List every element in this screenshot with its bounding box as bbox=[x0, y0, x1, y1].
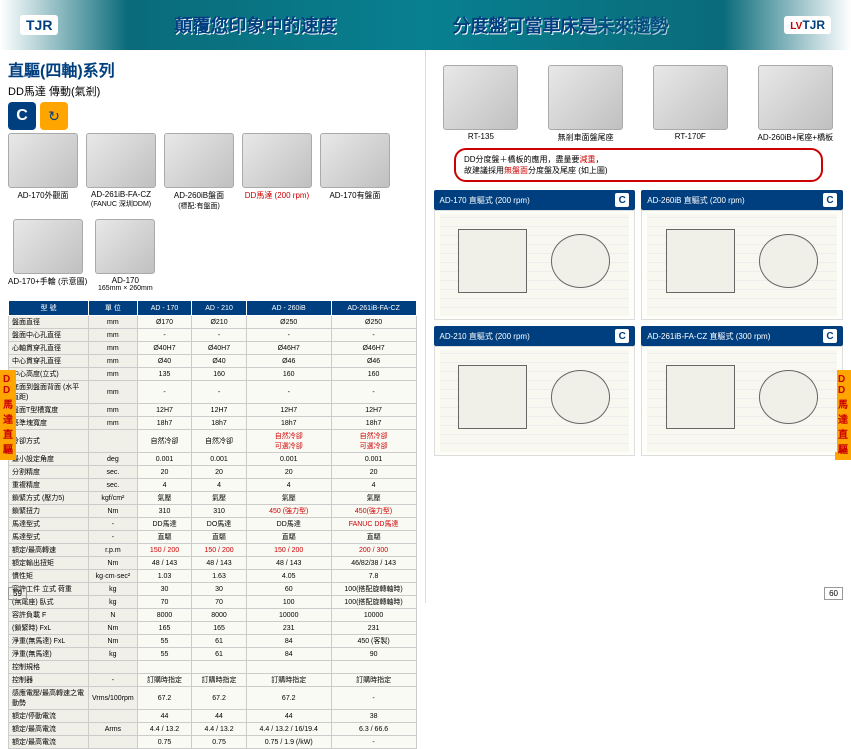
header: TJR 顛覆您印象中的速度 分度盤可當車床是未來趨勢 LVTJR bbox=[0, 0, 851, 50]
product-item: AD-170外觀面 bbox=[8, 133, 78, 211]
icons-row: C ↻ bbox=[8, 102, 417, 130]
rt-products: RT-135 無剎車面盤尾座 RT-170F AD-260iB+尾座+橋板 bbox=[434, 65, 844, 143]
left-page: DD馬達直驅 直驅(四軸)系列 DD馬達 傳動(氣剎) C ↻ AD-170外觀… bbox=[0, 50, 426, 603]
right-page: DD馬達直驅 RT-135 無剎車面盤尾座 RT-170F AD-260iB+尾座+橋… bbox=[426, 50, 851, 603]
header-title-right: 分度盤可當車床是未來趨勢 bbox=[452, 12, 668, 38]
diagram-section: AD-170 直驅式 (200 rpm)CAD-260iB 直驅式 (200 r… bbox=[434, 190, 844, 456]
rt-product: AD-260iB+尾座+橋板 bbox=[758, 65, 834, 143]
diagram-block: AD-210 直驅式 (200 rpm)C bbox=[434, 326, 636, 456]
side-tab-right: DD馬達直驅 bbox=[835, 370, 851, 460]
series-title: 直驅(四軸)系列 bbox=[8, 57, 417, 81]
logo-right: LVTJR bbox=[784, 16, 831, 34]
product-item: AD-170+手輪 (示意圖) bbox=[8, 219, 87, 292]
rt-product: RT-135 bbox=[443, 65, 518, 143]
page-number-left: 59 bbox=[8, 587, 27, 600]
rt-product: RT-170F bbox=[653, 65, 728, 143]
product-item: AD-170有盤面 bbox=[320, 133, 390, 211]
warning-box: DD分度盤＋橋板的應用，盡量要減重，故建議採用無盤面分度盤及尾座 (如上圖) bbox=[454, 148, 823, 182]
logo-left: TJR bbox=[20, 15, 58, 35]
page-number-right: 60 bbox=[824, 587, 843, 600]
product-item: DD馬達 (200 rpm) bbox=[242, 133, 312, 211]
side-tab-left: DD馬達直驅 bbox=[0, 370, 16, 460]
c-icon: C bbox=[8, 102, 36, 130]
series-subtitle: DD馬達 傳動(氣剎) bbox=[8, 83, 417, 99]
product-item: AD-261iB-FA-CZ(FANUC 深圳DDM) bbox=[86, 133, 156, 211]
header-title-left: 顛覆您印象中的速度 bbox=[174, 12, 336, 38]
diagram-block: AD-261iB-FA-CZ 直驅式 (300 rpm)C bbox=[641, 326, 843, 456]
products-grid: AD-170外觀面AD-261iB-FA-CZ(FANUC 深圳DDM)AD-2… bbox=[8, 133, 417, 292]
rt-product: 無剎車面盤尾座 bbox=[548, 65, 623, 143]
diagram-block: AD-260iB 直驅式 (200 rpm)C bbox=[641, 190, 843, 320]
diagram-block: AD-170 直驅式 (200 rpm)C bbox=[434, 190, 636, 320]
spec-table: 型 號單 位AD - 170AD - 210AD - 260iBAD-261iB… bbox=[8, 300, 417, 749]
product-item: AD-170165mm × 260mm bbox=[95, 219, 155, 292]
product-item: AD-260iB盤面(標配:有盤面) bbox=[164, 133, 234, 211]
y-icon: ↻ bbox=[40, 102, 68, 130]
page-container: DD馬達直驅 直驅(四軸)系列 DD馬達 傳動(氣剎) C ↻ AD-170外觀… bbox=[0, 50, 851, 603]
